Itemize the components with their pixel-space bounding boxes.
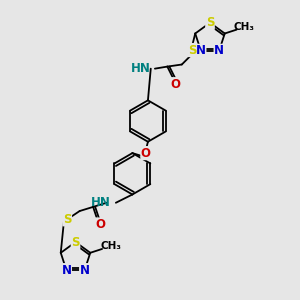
Text: CH₃: CH₃ xyxy=(100,241,122,251)
Text: N: N xyxy=(196,44,206,57)
Text: S: S xyxy=(71,236,80,249)
Text: HN: HN xyxy=(131,62,151,75)
Text: S: S xyxy=(188,44,197,56)
Text: N: N xyxy=(80,264,90,277)
Text: O: O xyxy=(171,78,181,91)
Text: CH₃: CH₃ xyxy=(234,22,255,32)
Text: S: S xyxy=(206,16,214,29)
Text: S: S xyxy=(63,213,71,226)
Text: O: O xyxy=(95,218,105,231)
Text: HN: HN xyxy=(91,196,111,209)
Text: N: N xyxy=(61,264,71,277)
Text: N: N xyxy=(214,44,224,57)
Text: O: O xyxy=(141,147,151,160)
